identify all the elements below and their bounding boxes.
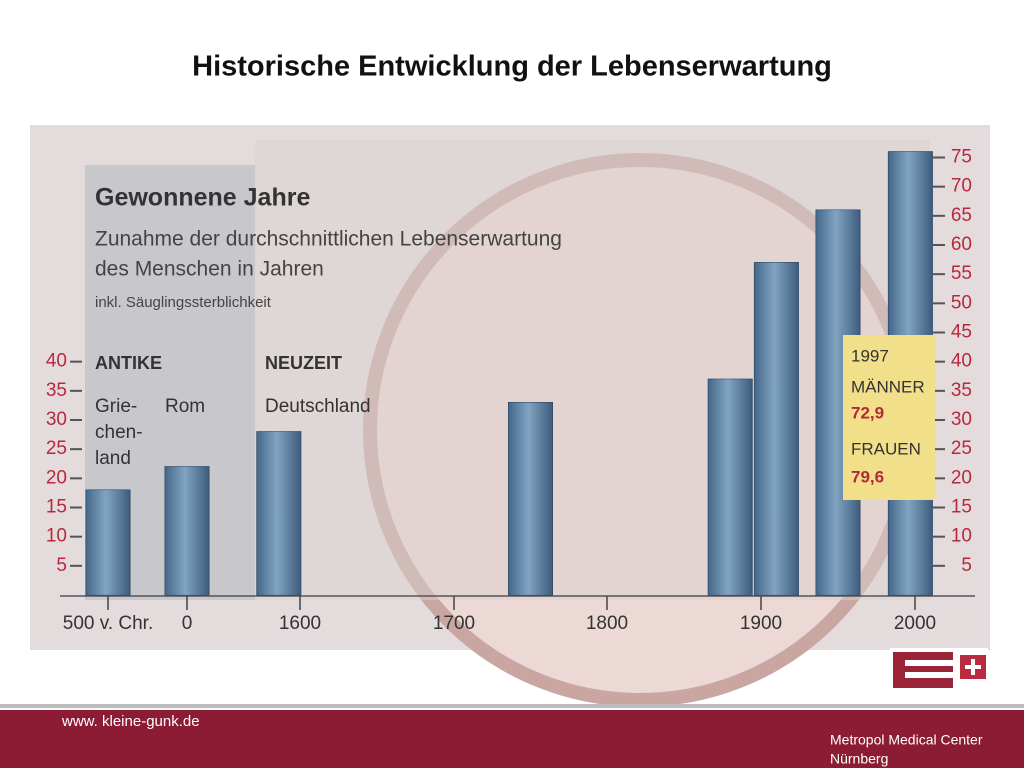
x-tick-label: 1700 [433,613,475,634]
chart: Gewonnene Jahre Zunahme der durchschnittl… [46,147,975,634]
bar-shade [508,402,553,595]
y-tick-label: 40 [951,351,972,372]
y-tick-label: 70 [951,176,972,197]
y-tick-label: 75 [951,147,972,168]
region-label: ANTIKE [95,353,162,373]
bar-label: chen- [95,422,143,443]
chart-subtitle: Zunahme der durchschnittlichen Lebenserw… [95,228,562,251]
y-tick-label: 25 [951,438,972,459]
y-tick-label: 5 [961,555,972,576]
annotation: 72,9 [851,403,884,422]
bar-shade [165,466,209,595]
y-tick-label: 10 [951,526,972,547]
y-tick-label: 20 [951,467,972,488]
y-tick-label: 35 [951,380,972,401]
bar-shade [86,490,130,595]
bar-shade [754,262,799,595]
y2-tick-label: 25 [46,438,67,459]
annotation: 79,6 [851,467,884,486]
y2-tick-label: 20 [46,467,67,488]
y-tick-label: 60 [951,234,972,255]
footer-url: www. kleine-gunk.de [61,713,200,730]
footer-line [0,704,1024,708]
bar-shade [708,379,753,595]
y-tick-label: 55 [951,263,972,284]
x-tick-label: 0 [182,613,193,634]
x-tick-label: 500 v. Chr. [63,613,153,634]
chart-title: Gewonnene Jahre [95,184,310,212]
annotation: MÄNNER [851,377,925,396]
region-label: NEUZEIT [265,353,342,373]
footer-org: Metropol Medical Center [830,732,983,748]
annotation-box [843,335,935,500]
y2-tick-label: 10 [46,526,67,547]
bar-label: land [95,448,131,469]
annotation: 1997 [851,346,889,365]
slide-title: Historische Entwicklung der Lebenserwart… [192,51,832,83]
chart-note: inkl. Säuglingssterblichkeit [95,294,272,311]
y-tick-label: 65 [951,205,972,226]
logo [890,648,988,692]
bar-label: Deutschland [265,396,371,417]
bar-shade [256,431,301,595]
y2-tick-label: 35 [46,380,67,401]
y-tick-label: 15 [951,497,972,518]
x-tick-label: 2000 [894,613,936,634]
y-tick-label: 45 [951,322,972,343]
bar-label: Rom [165,396,205,417]
y2-tick-label: 30 [46,409,67,430]
y2-tick-label: 5 [56,555,67,576]
y-tick-label: 50 [951,292,972,313]
y2-tick-label: 15 [46,497,67,518]
x-tick-label: 1600 [279,613,321,634]
x-tick-label: 1900 [740,613,782,634]
bar-label: Grie- [95,396,137,417]
footer-bar [0,710,1024,768]
y2-tick-label: 40 [46,351,67,372]
y-tick-label: 30 [951,409,972,430]
chart-subtitle: des Menschen in Jahren [95,258,324,281]
annotation: FRAUEN [851,439,921,458]
x-tick-label: 1800 [586,613,628,634]
footer-city: Nürnberg [830,751,888,767]
